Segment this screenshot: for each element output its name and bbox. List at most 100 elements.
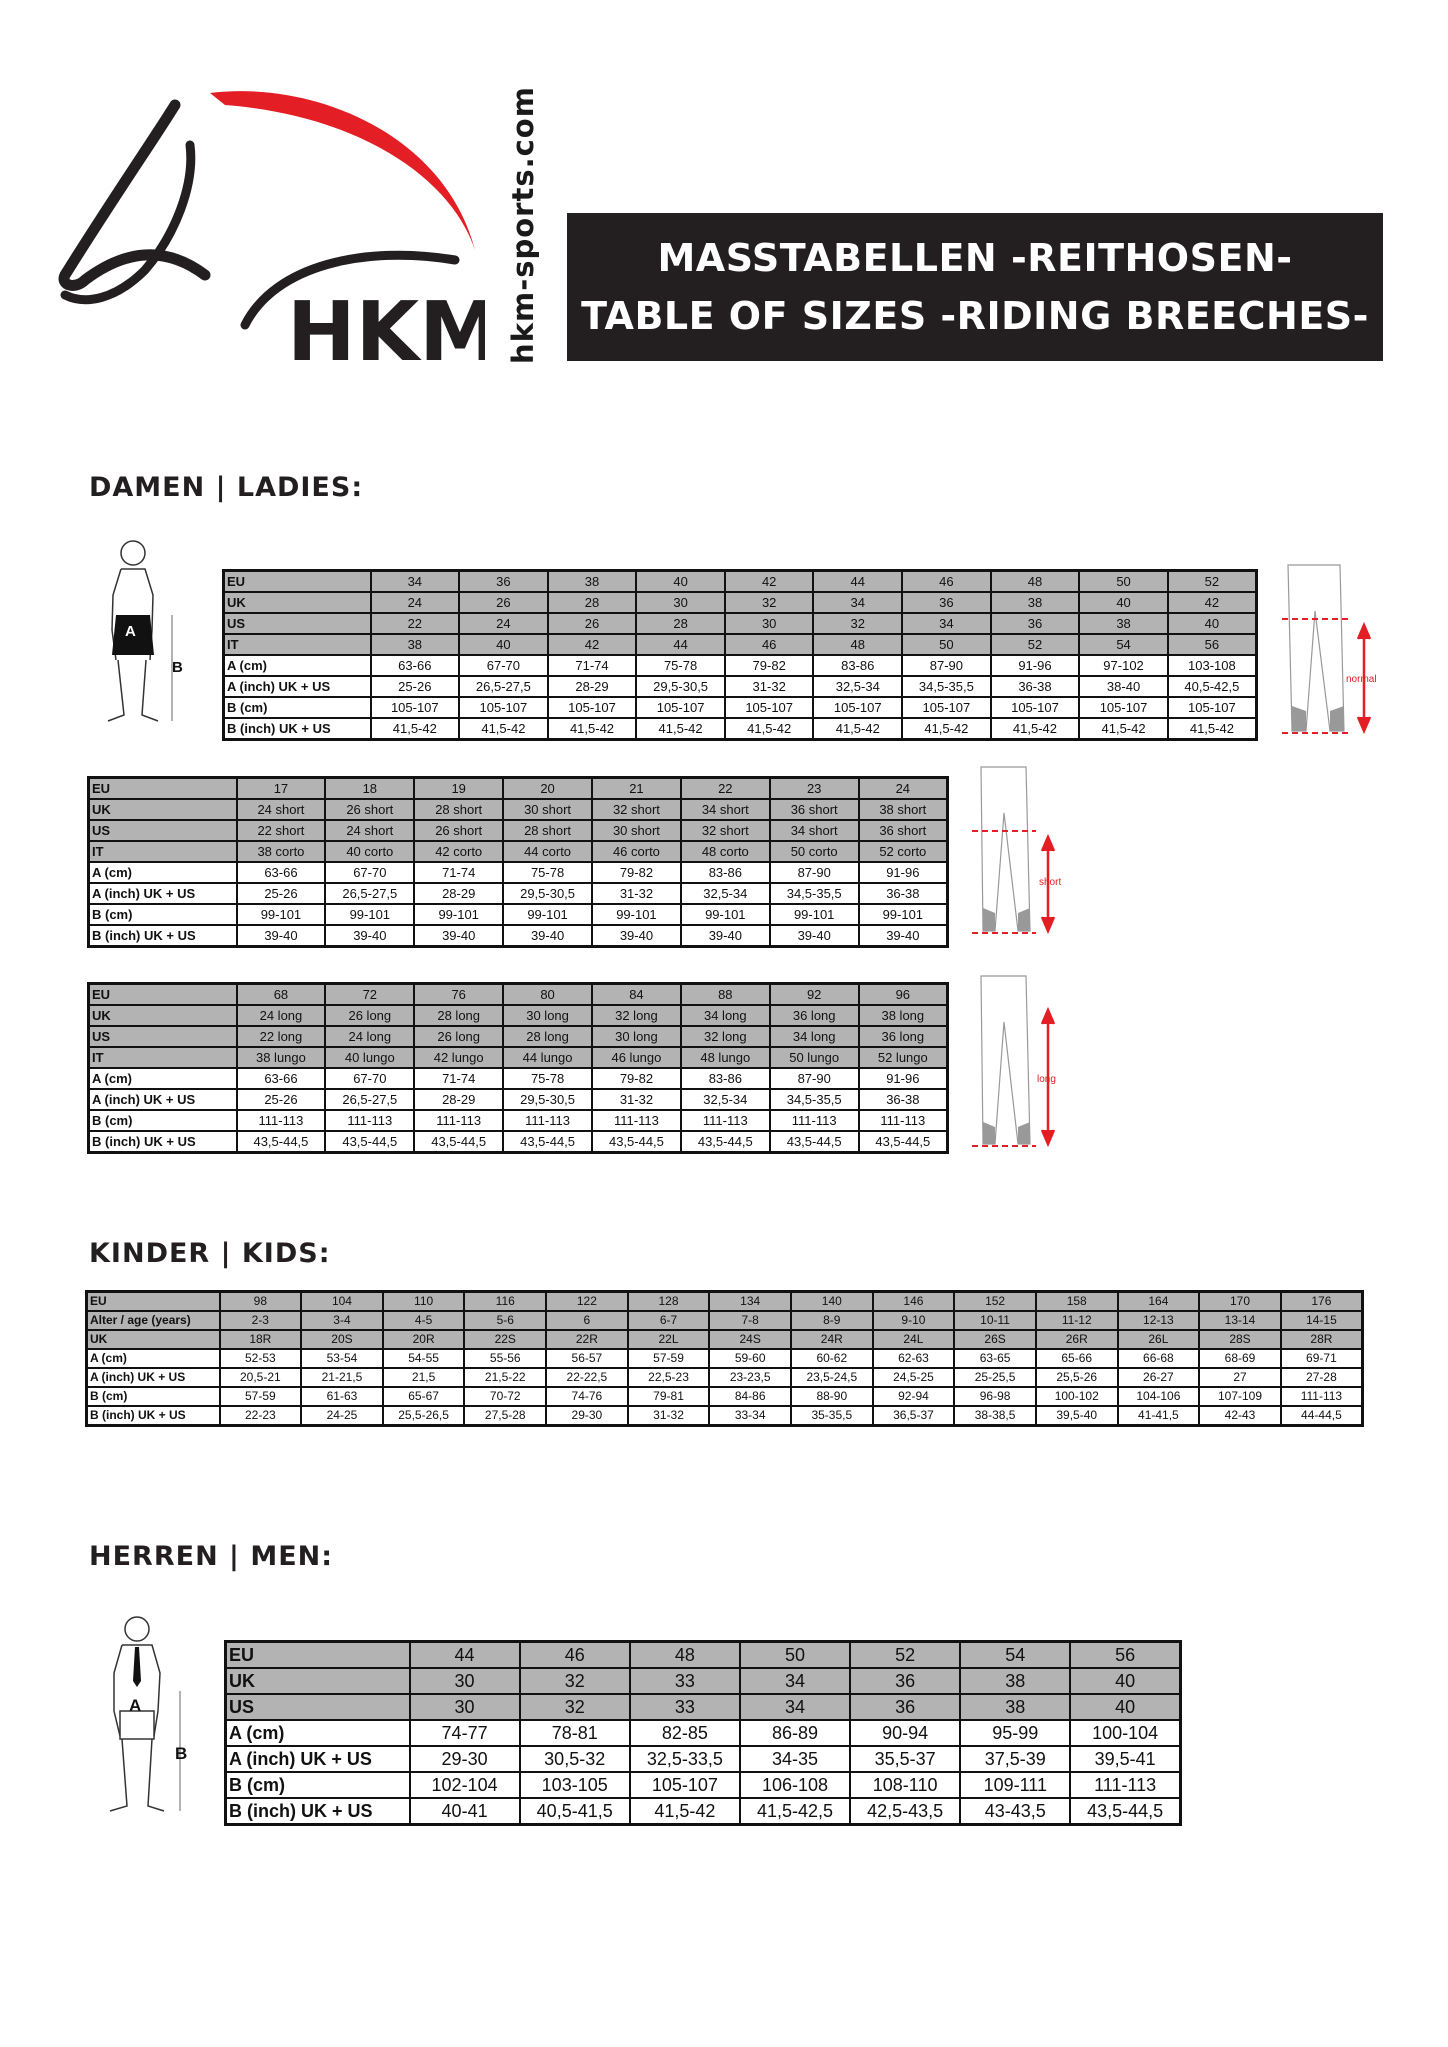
table-cell: 20R xyxy=(381,1329,466,1350)
table-cell: 34 short xyxy=(768,819,860,842)
header-row: UK 18R 20S 20R 22S 22R 22L 24S 24R 24L 26S 26R 26L 28… xyxy=(85,1329,1364,1350)
table-cell: 29,5-30,5 xyxy=(502,882,593,905)
table-cell: 111-113 xyxy=(857,1109,949,1132)
table-row: B (cm) 102-104 103-105 105-107 106-108 108-11… xyxy=(224,1771,1182,1799)
table-cell: 52 lungo xyxy=(857,1046,949,1069)
table-cell: 41,5-42 xyxy=(901,717,992,741)
table-cell: 87-90 xyxy=(901,654,992,677)
table-cell: 102-104 xyxy=(408,1771,521,1799)
table-cell: 75-78 xyxy=(502,1067,593,1090)
table-cell: 40 corto xyxy=(324,840,416,863)
table-cell: 36-38 xyxy=(857,1088,949,1111)
row-label: US xyxy=(87,1025,238,1048)
table-cell: 61-63 xyxy=(300,1386,384,1407)
table-cell: 54 xyxy=(959,1640,1072,1669)
table-cell: 22L xyxy=(626,1329,711,1350)
table-cell: 111-113 xyxy=(768,1109,860,1132)
table-cell: 52-53 xyxy=(218,1348,303,1369)
table-cell: 105-107 xyxy=(1166,696,1258,719)
table-cell: 36 xyxy=(458,569,549,593)
table-cell: 99-101 xyxy=(413,903,505,926)
table-cell: 13-14 xyxy=(1198,1310,1282,1331)
header-row: US 22 24 26 28 30 32 34 36 38 40 xyxy=(222,612,1258,635)
ladies-normal-size-table: EU 34 36 38 40 42 44 46 48 50 52 UK 24 26 28 30 32 34 36 38… xyxy=(222,569,1258,741)
table-cell: 105-107 xyxy=(546,696,638,719)
table-cell: 56 xyxy=(1166,633,1258,656)
table-cell: 82-85 xyxy=(628,1719,741,1747)
table-cell: 99-101 xyxy=(235,903,327,926)
table-cell: 54 xyxy=(1078,633,1169,656)
table-cell: 39,5-40 xyxy=(1034,1405,1119,1427)
table-cell: 25,5-26,5 xyxy=(381,1405,466,1427)
table-cell: 27-28 xyxy=(1279,1367,1364,1388)
row-label: EU xyxy=(87,982,238,1006)
table-cell: 38 short xyxy=(857,798,949,821)
table-cell: 92-94 xyxy=(871,1386,956,1407)
table-cell: 111-113 xyxy=(679,1109,771,1132)
table-cell: 24S xyxy=(708,1329,792,1350)
table-cell: 32 long xyxy=(591,1004,682,1027)
table-row: B (inch) UK + US 43,5-44,5 43,5-44,5 43,5-4… xyxy=(87,1130,949,1154)
table-cell: 20S xyxy=(300,1329,384,1350)
table-row: A (cm) 52-53 53-54 54-55 55-56 56-57 57-59 59-6… xyxy=(85,1348,1364,1369)
table-cell: 25-25,5 xyxy=(953,1367,1037,1388)
row-label: EU xyxy=(224,1640,411,1669)
table-cell: 88-90 xyxy=(789,1386,874,1407)
table-cell: 86-89 xyxy=(738,1719,852,1747)
section-kids: KINDER | KIDS: xyxy=(89,1238,331,1269)
table-cell: 41,5-42 xyxy=(1078,717,1169,741)
row-label: UK xyxy=(224,1667,411,1695)
table-cell: 99-101 xyxy=(591,903,682,926)
table-cell: 34 short xyxy=(679,798,771,821)
table-row: A (cm) 63-66 67-70 71-74 75-78 79-82 83-86 87-9… xyxy=(87,861,949,884)
table-cell: 43,5-44,5 xyxy=(502,1130,593,1154)
table-cell: 22R xyxy=(545,1329,629,1350)
table-cell: 62-63 xyxy=(871,1348,956,1369)
table-cell: 43,5-44,5 xyxy=(768,1130,860,1154)
table-row: A (cm) 63-66 67-70 71-74 75-78 79-82 83-86 87-9… xyxy=(222,654,1258,677)
table-cell: 146 xyxy=(871,1290,956,1312)
table-cell: 7-8 xyxy=(708,1310,792,1331)
table-cell: 30 short xyxy=(502,798,593,821)
header-row: IT 38 40 42 44 46 48 50 52 54 56 xyxy=(222,633,1258,656)
table-cell: 38 lungo xyxy=(235,1046,327,1069)
table-cell: 24 short xyxy=(235,798,327,821)
table-cell: 100-104 xyxy=(1069,1719,1182,1747)
table-cell: 106-108 xyxy=(738,1771,852,1799)
row-label: B (inch) UK + US xyxy=(224,1797,411,1826)
table-cell: 91-96 xyxy=(857,1067,949,1090)
header-row: EU 34 36 38 40 42 44 46 48 50 52 xyxy=(222,569,1258,593)
row-label: A (cm) xyxy=(87,861,238,884)
table-cell: 33 xyxy=(628,1693,741,1721)
table-cell: 104 xyxy=(300,1290,384,1312)
table-cell: 22 long xyxy=(235,1025,327,1048)
row-label: UK xyxy=(87,1004,238,1027)
table-cell: 25,5-26 xyxy=(1034,1367,1119,1388)
header-row: EU 44 46 48 50 52 54 56 xyxy=(224,1640,1182,1669)
table-cell: 39-40 xyxy=(857,924,949,948)
table-cell: 32 xyxy=(518,1693,631,1721)
table-cell: 28 long xyxy=(413,1004,505,1027)
table-cell: 83-86 xyxy=(679,861,771,884)
header-row: UK 30 32 33 34 36 38 40 xyxy=(224,1667,1182,1695)
title-banner: MASSTABELLEN -REITHOSEN- TABLE OF SIZES … xyxy=(567,213,1383,361)
table-cell: 65-66 xyxy=(1034,1348,1119,1369)
table-cell: 25-26 xyxy=(235,882,327,905)
table-cell: 52 xyxy=(849,1640,962,1669)
table-cell: 14-15 xyxy=(1279,1310,1364,1331)
table-cell: 99-101 xyxy=(768,903,860,926)
table-cell: 111-113 xyxy=(324,1109,416,1132)
table-cell: 48 xyxy=(812,633,904,656)
svg-text:short: short xyxy=(1039,877,1061,888)
table-row: A (inch) UK + US 20,5-21 21-21,5 21,5 21,5-2… xyxy=(85,1367,1364,1388)
ladies-short-size-table: EU 17 18 19 20 21 22 23 24 UK 24 short 26 short 28 s… xyxy=(87,776,949,948)
table-cell: 84-86 xyxy=(708,1386,792,1407)
header-row: IT 38 corto 40 corto 42 corto 44 corto 46 cor… xyxy=(87,840,949,863)
table-cell: 20 xyxy=(502,776,593,800)
table-cell: 22 xyxy=(369,612,461,635)
pants-short-diagram: short xyxy=(972,766,1061,935)
table-cell: 43,5-44,5 xyxy=(324,1130,416,1154)
table-cell: 36-38 xyxy=(857,882,949,905)
row-label: A (inch) UK + US xyxy=(85,1367,221,1388)
table-cell: 39-40 xyxy=(413,924,505,948)
